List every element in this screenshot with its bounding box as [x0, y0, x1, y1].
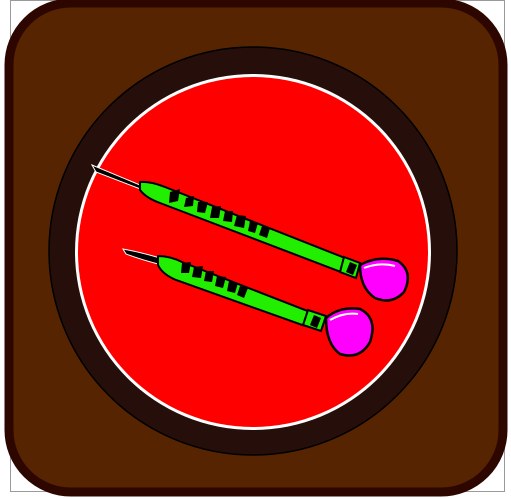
dart-lower [122, 248, 374, 357]
dart-upper-grip [169, 189, 270, 238]
dart-upper [90, 163, 410, 302]
dart-lower-grip [181, 262, 248, 298]
dart-upper-flight [358, 257, 410, 302]
dart-lower-flight [324, 307, 374, 357]
